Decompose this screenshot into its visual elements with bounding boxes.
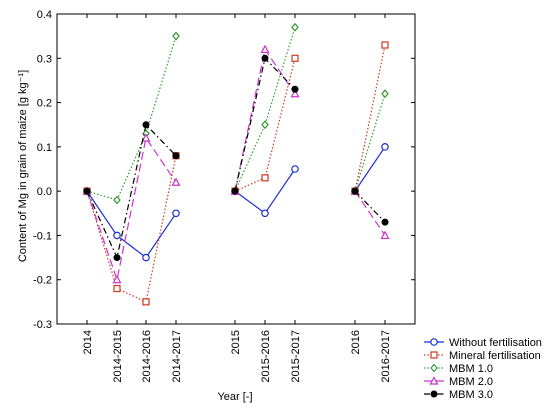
series-line: [86, 123, 177, 260]
x-tick-label: 2014-2016: [141, 330, 153, 383]
data-point: [142, 121, 150, 129]
series-line: [86, 136, 177, 283]
series-mbm-2-0: [82, 44, 390, 284]
data-point: [142, 253, 150, 262]
data-point: [113, 195, 121, 205]
legend-item: Without fertilisation: [424, 337, 542, 349]
data-point: [290, 88, 300, 98]
legend-label: MBM 3.0: [449, 389, 493, 401]
series-line: [354, 146, 386, 192]
x-tick-label: 2014-2015: [112, 330, 124, 383]
data-point: [112, 274, 122, 284]
legend-label: Mineral fertilisation: [449, 350, 541, 362]
plot-area: [56, 13, 416, 325]
x-axis-label: Year [-]: [217, 391, 252, 403]
legend-marker: [429, 376, 439, 385]
data-point: [113, 254, 121, 262]
data-point: [260, 44, 270, 54]
legend-item: MBM 2.0: [424, 376, 493, 388]
y-tick-label: -0.2: [33, 275, 52, 287]
legend-marker: [430, 351, 438, 359]
y-tick-label: 0.2: [37, 98, 52, 110]
series-line: [354, 44, 386, 192]
legend-item: MBM 3.0: [424, 389, 493, 401]
data-point: [291, 54, 299, 62]
y-tick-label: 0.1: [37, 142, 52, 154]
y-tick-label: 0.3: [37, 53, 52, 65]
x-tick-label: 2014: [82, 330, 94, 354]
data-point: [261, 174, 269, 182]
data-point: [261, 209, 269, 218]
x-tick-label: 2015-2017: [290, 330, 302, 383]
legend-label: Without fertilisation: [449, 337, 542, 349]
data-point: [261, 54, 269, 62]
x-tick-label: 2015-2016: [260, 330, 272, 383]
x-tick-label: 2016: [350, 330, 362, 354]
data-point: [172, 31, 180, 41]
series-line: [86, 35, 177, 201]
data-point: [113, 284, 121, 293]
y-tick-label: 0.0: [37, 186, 52, 198]
legend-item: Mineral fertilisation: [424, 350, 541, 362]
y-tick-label: -0.1: [33, 230, 52, 242]
y-tick-label: 0.4: [37, 9, 52, 21]
y-tick-label: -0.3: [33, 319, 52, 331]
x-tick-label: 2016-2017: [380, 330, 392, 383]
series-line: [354, 93, 386, 192]
legend-marker: [430, 390, 438, 398]
series-mbm-3-0: [83, 54, 389, 262]
data-point: [380, 230, 390, 240]
x-tick-label: 2015: [230, 330, 242, 354]
series-line: [234, 27, 296, 192]
data-point: [291, 22, 299, 32]
data-point: [381, 143, 389, 151]
data-point: [171, 177, 181, 186]
legend-label: MBM 2.0: [449, 376, 493, 388]
legend-marker: [430, 338, 438, 346]
plot-frame: [56, 13, 416, 325]
y-axis-label: Content of Mg in grain of maize [g kg⁻¹]: [17, 70, 29, 262]
series-line: [86, 190, 177, 259]
data-point: [172, 152, 180, 160]
data-point: [291, 165, 299, 173]
data-point: [142, 298, 150, 306]
data-point: [113, 231, 121, 240]
data-point: [231, 187, 239, 195]
data-point: [83, 187, 91, 195]
data-point: [291, 85, 299, 93]
data-point: [381, 218, 389, 226]
data-point: [172, 209, 180, 218]
legend-item: MBM 1.0: [424, 363, 493, 375]
x-tick-label: 2014-2017: [171, 330, 183, 383]
data-point: [381, 89, 389, 99]
data-point: [351, 187, 359, 195]
y-axis: -0.3 -0.2 -0.1 0.0 0.1 0.2 0.3 0.4: [33, 9, 415, 331]
data-point: [141, 133, 151, 142]
legend-label: MBM 1.0: [449, 363, 493, 375]
series-layer: [82, 22, 390, 306]
x-axis: 2014 2014-2015 2014-2016 2014-2017 2015 2015-…: [82, 14, 392, 383]
data-point: [381, 41, 389, 49]
data-point: [261, 120, 269, 130]
series-line: [354, 190, 386, 236]
legend-marker: [430, 363, 438, 373]
